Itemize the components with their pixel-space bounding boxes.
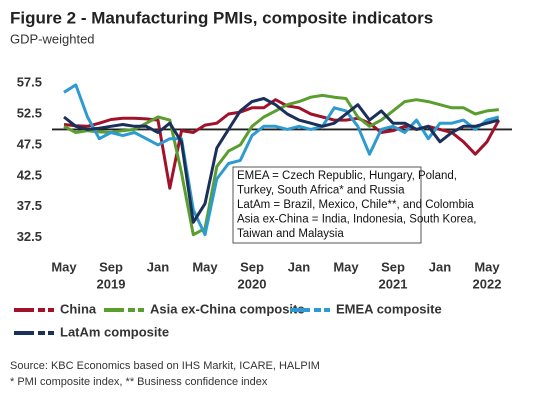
y-tick-label: 42.5: [17, 167, 42, 182]
y-tick-label: 57.5: [17, 74, 42, 89]
legend-label: LatAm composite: [60, 324, 169, 339]
x-year-label: 2022: [473, 276, 502, 291]
x-tick-label: Sep: [240, 259, 264, 274]
x-year-label: 2019: [97, 276, 126, 291]
x-tick-label: May: [333, 259, 359, 274]
source-note: * PMI composite index, ** Business confi…: [10, 376, 268, 388]
y-tick-label: 52.5: [17, 105, 42, 120]
annotation-line: EMEA = Czech Republic, Hungary, Poland,: [237, 170, 457, 182]
legend-label: Asia ex-China composite: [150, 301, 305, 316]
annotation-line: LatAm = Brazil, Mexico, Chile**, and Col…: [237, 199, 474, 211]
series-line: [63, 97, 500, 224]
x-tick-label: Jan: [429, 259, 451, 274]
chart-title: Figure 2 - Manufacturing PMIs, composite…: [10, 8, 433, 27]
y-tick-label: 37.5: [17, 198, 42, 213]
y-tick-label: 32.5: [17, 229, 42, 244]
x-tick-label: May: [192, 259, 218, 274]
x-tick-label: May: [474, 259, 500, 274]
legend-label: EMEA composite: [336, 301, 442, 316]
y-tick-label: 47.5: [17, 136, 42, 151]
chart-subtitle: GDP-weighted: [10, 31, 95, 46]
x-year-label: 2020: [238, 276, 267, 291]
source-note: Source: KBC Economics based on IHS Marki…: [10, 360, 320, 372]
x-year-label: 2021: [379, 276, 408, 291]
x-tick-label: Jan: [288, 259, 310, 274]
annotation-box: [232, 166, 422, 244]
series-line: [63, 83, 500, 237]
annotation-line: Turkey, South Africa* and Russia: [237, 185, 405, 197]
x-tick-label: Sep: [99, 259, 123, 274]
annotation-line: Asia ex-China = India, Indonesia, South …: [237, 214, 476, 226]
annotation-line: Taiwan and Malaysia: [237, 228, 344, 240]
x-tick-label: May: [51, 259, 77, 274]
x-tick-label: Jan: [147, 259, 169, 274]
legend-label: China: [60, 301, 97, 316]
x-tick-label: Sep: [381, 259, 405, 274]
